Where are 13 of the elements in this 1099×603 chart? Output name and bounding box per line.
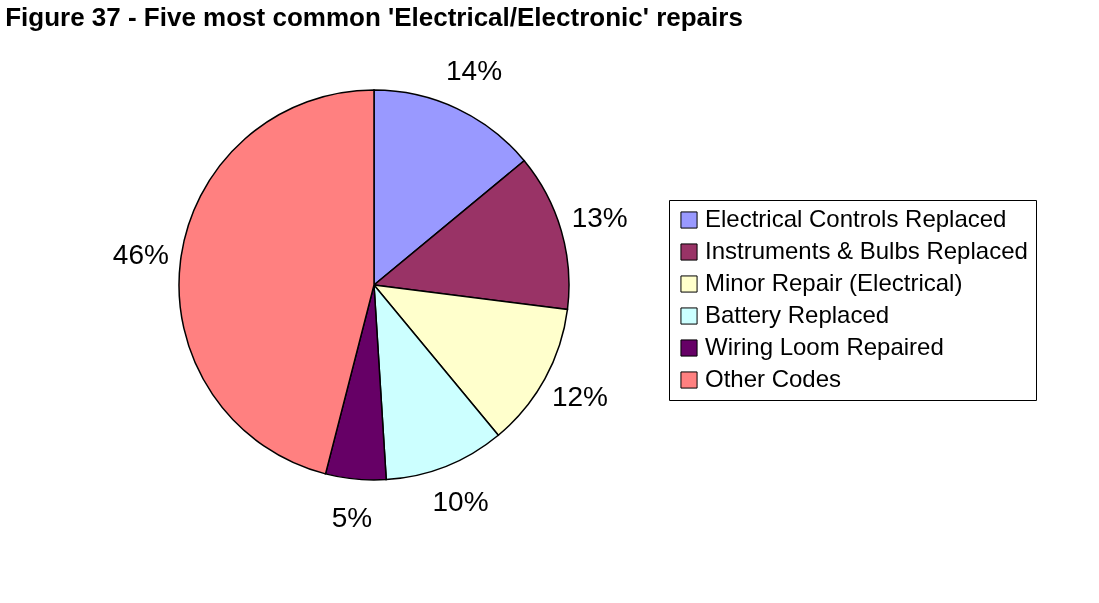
legend-label: Wiring Loom Repaired <box>705 333 944 360</box>
data-label: 46% <box>112 238 169 270</box>
legend-label: Battery Replaced <box>705 301 890 328</box>
data-label: 10% <box>432 486 489 518</box>
data-label: 5% <box>331 501 373 533</box>
chart-title: Figure 37 - Five most common 'Electrical/Electronic' repairs <box>5 2 743 32</box>
data-label: 13% <box>571 202 628 234</box>
legend-label: Electrical Controls Replaced <box>705 205 1007 232</box>
data-label: 12% <box>551 381 608 413</box>
legend-label: Instruments & Bulbs Replaced <box>705 237 1028 264</box>
data-label: 14% <box>446 55 503 87</box>
legend-label: Minor Repair (Electrical) <box>705 269 963 296</box>
legend-label: Other Codes <box>705 365 842 392</box>
